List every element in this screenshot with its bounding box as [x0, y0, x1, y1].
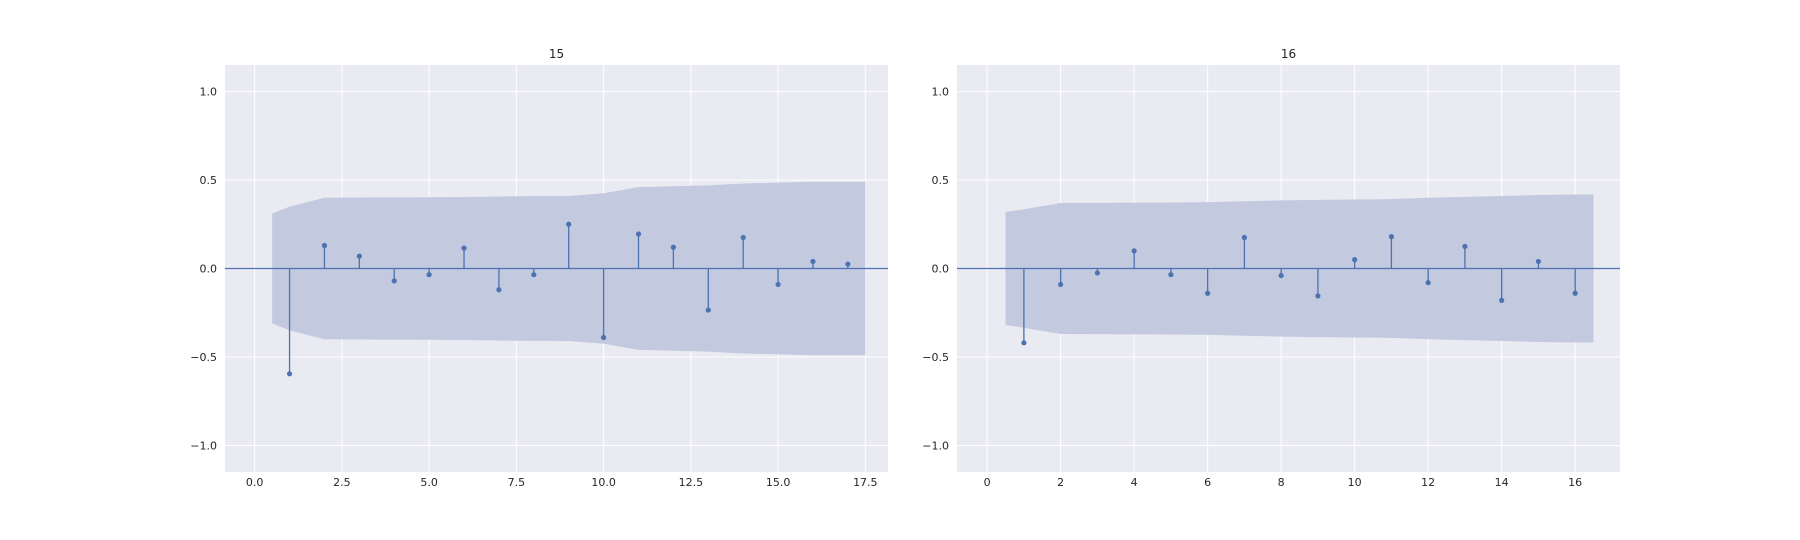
- marker-lag-5: [426, 272, 432, 278]
- y-tick-label: −0.5: [190, 351, 217, 364]
- x-tick-label: 2.5: [333, 476, 351, 489]
- y-tick-label: −1.0: [922, 439, 949, 452]
- marker-lag-9: [566, 221, 572, 227]
- marker-lag-17: [845, 261, 851, 267]
- marker-lag-12: [1425, 280, 1431, 286]
- marker-lag-1: [1021, 340, 1027, 346]
- x-tick-label: 6: [1204, 476, 1211, 489]
- x-tick-label: 12.5: [679, 476, 704, 489]
- marker-lag-2: [321, 242, 328, 249]
- marker-lag-6: [461, 245, 467, 251]
- marker-lag-10: [601, 334, 607, 341]
- marker-lag-11: [635, 231, 642, 237]
- marker-lag-9: [1315, 293, 1321, 299]
- x-tick-label: 16: [1568, 476, 1582, 489]
- marker-lag-16: [1572, 290, 1578, 296]
- y-tick-label: 0.0: [200, 263, 218, 276]
- marker-lag-12: [670, 244, 676, 250]
- y-tick-label: 0.5: [932, 174, 950, 187]
- acf-panel-16: 16 0 2 4 6 8 10 12 14 16 −1.0 −0.5 0.0 0.5 1.0: [922, 47, 1620, 489]
- marker-lag-15: [1535, 258, 1542, 265]
- marker-lag-7: [496, 287, 502, 293]
- marker-lag-1: [286, 371, 293, 377]
- y-tick-label: −1.0: [190, 439, 217, 452]
- x-tick-label: 0: [984, 476, 991, 489]
- marker-lag-15: [775, 281, 781, 288]
- x-tick-label: 4: [1131, 476, 1138, 489]
- y-tick-label: −0.5: [922, 351, 949, 364]
- panel-title: 15: [549, 47, 564, 61]
- marker-lag-5: [1168, 272, 1174, 278]
- marker-lag-13: [1462, 243, 1468, 249]
- x-tick-label: 14: [1495, 476, 1509, 489]
- x-tick-label: 5.0: [420, 476, 438, 489]
- marker-lag-13: [705, 307, 711, 313]
- panel-title: 16: [1281, 47, 1296, 61]
- marker-lag-8: [531, 272, 537, 278]
- x-tick-label: 15.0: [766, 476, 791, 489]
- x-tick-label: 2: [1057, 476, 1064, 489]
- y-tick-label: 0.5: [200, 174, 218, 187]
- marker-lag-4: [1131, 248, 1137, 254]
- x-tick-label: 8: [1278, 476, 1285, 489]
- x-tick-label: 0.0: [246, 476, 264, 489]
- x-tick-label: 17.5: [853, 476, 878, 489]
- y-tick-label: 0.0: [932, 263, 950, 276]
- marker-lag-6: [1205, 290, 1211, 296]
- marker-lag-4: [391, 278, 397, 284]
- acf-panel-15: 15 0.0 2.5 5.0 7.5 10.0 12.5 15.0 17.5 −1.0 −0.5 0.…: [190, 47, 888, 489]
- x-tick-label: 12: [1421, 476, 1435, 489]
- marker-lag-8: [1278, 272, 1284, 279]
- marker-lag-3: [356, 253, 362, 259]
- marker-lag-16: [810, 258, 816, 265]
- y-tick-label: 1.0: [932, 86, 950, 99]
- marker-lag-11: [1388, 234, 1395, 240]
- marker-lag-14: [1499, 297, 1505, 303]
- marker-lag-7: [1241, 234, 1247, 241]
- marker-lag-2: [1058, 281, 1064, 288]
- marker-lag-10: [1352, 257, 1358, 263]
- x-tick-label: 10: [1348, 476, 1362, 489]
- y-tick-label: 1.0: [200, 86, 218, 99]
- x-tick-label: 10.0: [591, 476, 616, 489]
- x-tick-label: 7.5: [508, 476, 526, 489]
- marker-lag-3: [1094, 270, 1100, 276]
- marker-lag-14: [740, 234, 746, 241]
